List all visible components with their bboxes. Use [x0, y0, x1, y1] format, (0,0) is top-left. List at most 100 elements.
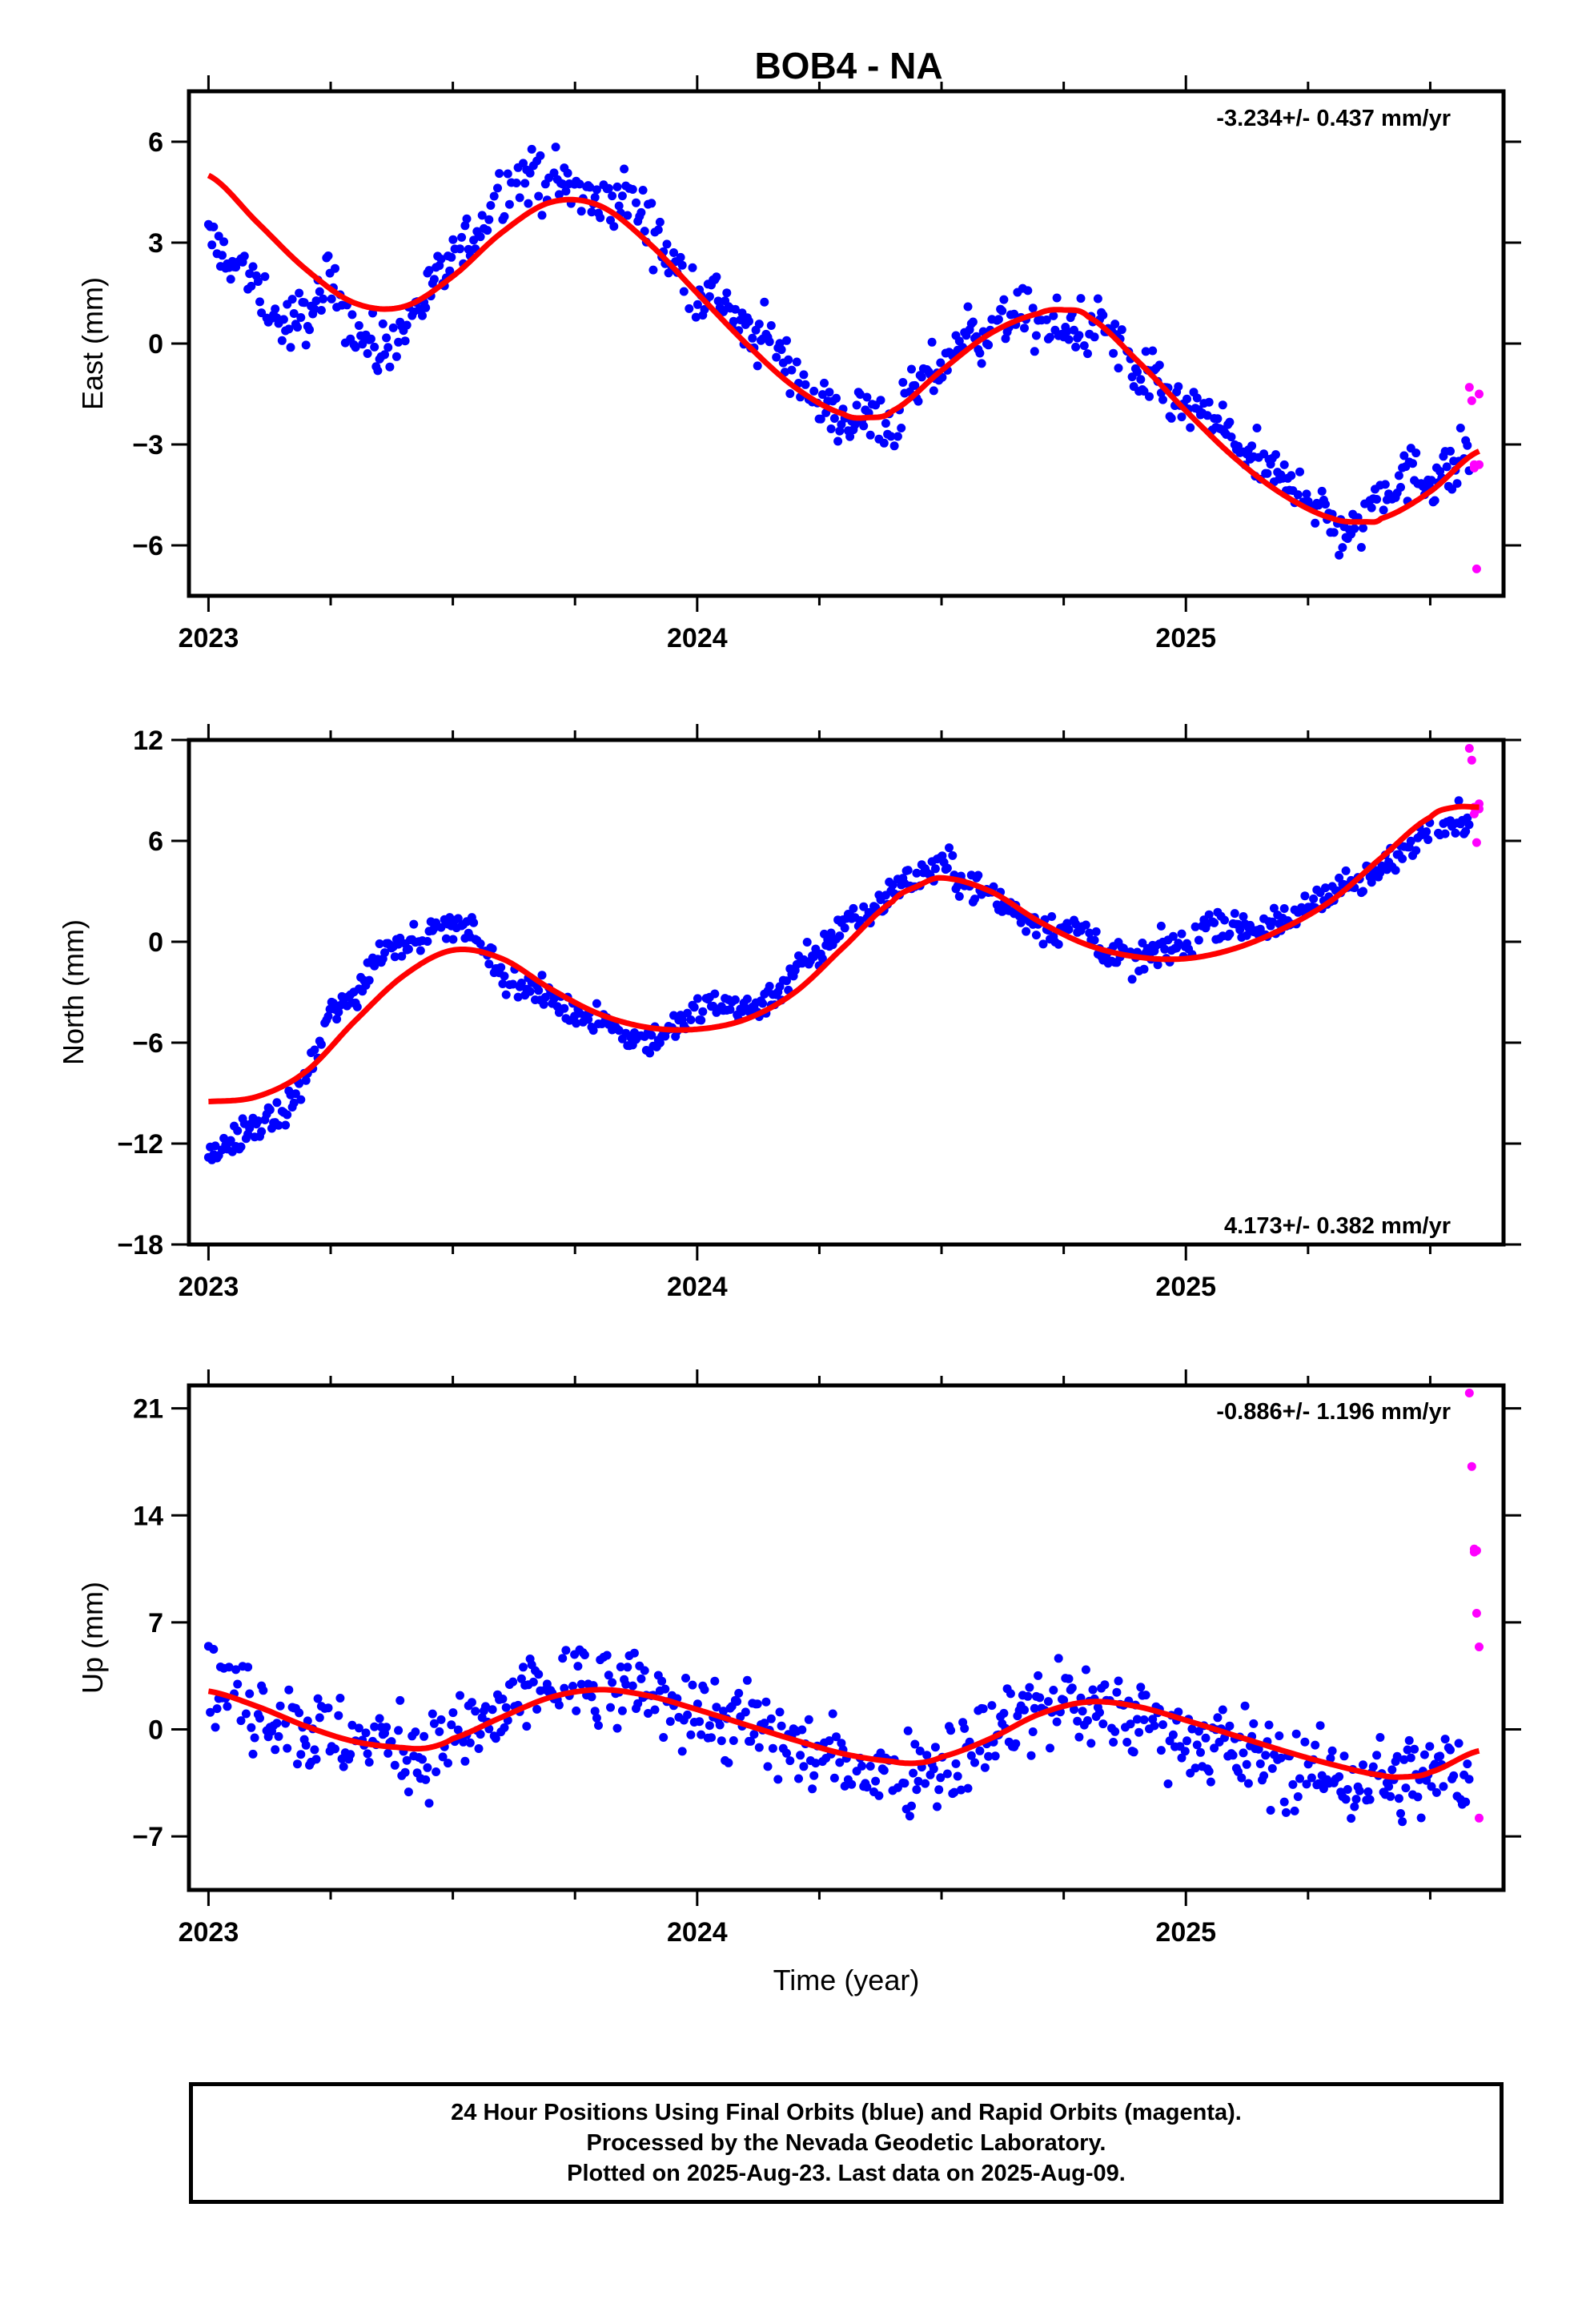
east-final-point [640, 227, 649, 236]
up-final-point [847, 1779, 857, 1789]
up-final-point [334, 1711, 343, 1720]
east-final-point [609, 222, 619, 231]
up-final-point [1201, 1733, 1211, 1743]
up-final-point [729, 1736, 738, 1745]
east-final-point [1359, 523, 1367, 533]
north-final-point [1463, 813, 1472, 822]
east-final-point [910, 380, 920, 390]
east-final-point [207, 240, 217, 250]
east-final-point [936, 358, 946, 368]
north-final-point [782, 976, 791, 986]
up-final-point [212, 1704, 222, 1714]
up-final-point [1335, 1772, 1344, 1781]
up-final-point [448, 1708, 458, 1718]
east-final-point [239, 251, 249, 261]
up-final-point [1028, 1727, 1038, 1736]
east-final-point [917, 372, 926, 382]
north-final-point [1139, 964, 1149, 974]
up-final-point [688, 1680, 697, 1690]
up-final-point [1049, 1686, 1058, 1695]
north-final-point [730, 995, 740, 1004]
east-final-point [688, 263, 697, 272]
north-final-point [693, 994, 702, 1003]
east-final-point [1430, 496, 1439, 505]
north-final-point [501, 990, 511, 999]
up-final-point [1300, 1737, 1310, 1747]
up-final-point [1454, 1739, 1464, 1748]
up-final-point [248, 1749, 258, 1759]
up-final-point [1275, 1731, 1284, 1740]
east-final-point [829, 414, 839, 423]
east-final-point [712, 272, 721, 282]
up-final-point [700, 1685, 709, 1695]
north-final-point [1204, 910, 1214, 919]
up-final-point [301, 1740, 311, 1750]
north-final-point [948, 850, 958, 860]
up-final-point [616, 1663, 625, 1671]
up-final-point [1401, 1783, 1411, 1793]
north-final-point [496, 963, 506, 972]
up-final-point [498, 1695, 508, 1703]
east-final-point [886, 432, 896, 441]
east-rapid-point [1475, 389, 1484, 399]
north-final-point [1225, 929, 1235, 939]
up-final-point [1404, 1735, 1414, 1745]
north-final-point [1085, 928, 1094, 938]
east-final-point [1321, 500, 1330, 509]
up-final-point [354, 1723, 363, 1733]
east-final-point [1031, 331, 1041, 340]
east-final-point [445, 266, 455, 275]
up-final-point [829, 1773, 839, 1783]
north-final-point [1239, 912, 1248, 921]
east-final-point [700, 304, 709, 314]
east-final-point [447, 252, 456, 262]
up-final-point [1218, 1705, 1227, 1715]
east-final-point [1287, 471, 1296, 480]
north-final-point [423, 937, 432, 946]
up-final-point [960, 1723, 970, 1733]
up-final-point [606, 1703, 615, 1712]
up-final-point [206, 1707, 215, 1717]
east-final-point [391, 352, 401, 361]
up-final-point [1074, 1732, 1084, 1742]
north-final-point [257, 1127, 267, 1136]
east-final-point [975, 348, 985, 358]
up-final-point [970, 1758, 979, 1767]
east-final-point [782, 336, 791, 345]
up-final-point [1210, 1743, 1219, 1753]
east-final-point [219, 237, 229, 247]
up-final-point [576, 1679, 586, 1689]
up-final-point [500, 1723, 509, 1732]
east-final-point [1446, 446, 1455, 456]
east-final-point [448, 235, 458, 244]
east-final-point [826, 424, 836, 433]
up-final-point [1387, 1765, 1397, 1775]
up-y-tick-label: 21 [133, 1394, 163, 1425]
east-ticks: −6 −3 0 3 6 2023 2024 2025 [132, 75, 1521, 653]
north-final-point [281, 1120, 291, 1130]
up-ticks: −7 0 7 14 21 2023 2024 2025 [132, 1369, 1521, 1948]
east-final-point [554, 190, 564, 199]
up-final-point [1240, 1701, 1250, 1711]
east-final-point [1145, 392, 1154, 401]
east-final-point [1079, 341, 1089, 351]
east-final-point [984, 340, 994, 350]
north-final-point [1391, 866, 1400, 875]
up-rapid-point [1475, 1642, 1484, 1651]
north-final-point [1242, 931, 1251, 940]
north-final-point [448, 935, 458, 944]
north-final-point [1235, 925, 1245, 935]
up-final-point [1406, 1753, 1415, 1763]
up-final-point [1168, 1730, 1178, 1739]
up-final-point [910, 1739, 920, 1749]
up-final-point [1035, 1693, 1045, 1703]
north-final-point [404, 944, 413, 954]
east-final-point [620, 164, 629, 174]
up-final-point [865, 1762, 875, 1771]
up-final-point [707, 1733, 716, 1743]
up-fit-group [207, 1687, 1480, 1780]
east-final-point [655, 217, 665, 227]
up-final-point [323, 1703, 333, 1713]
east-final-point [1213, 414, 1223, 424]
up-final-point [825, 1736, 834, 1746]
